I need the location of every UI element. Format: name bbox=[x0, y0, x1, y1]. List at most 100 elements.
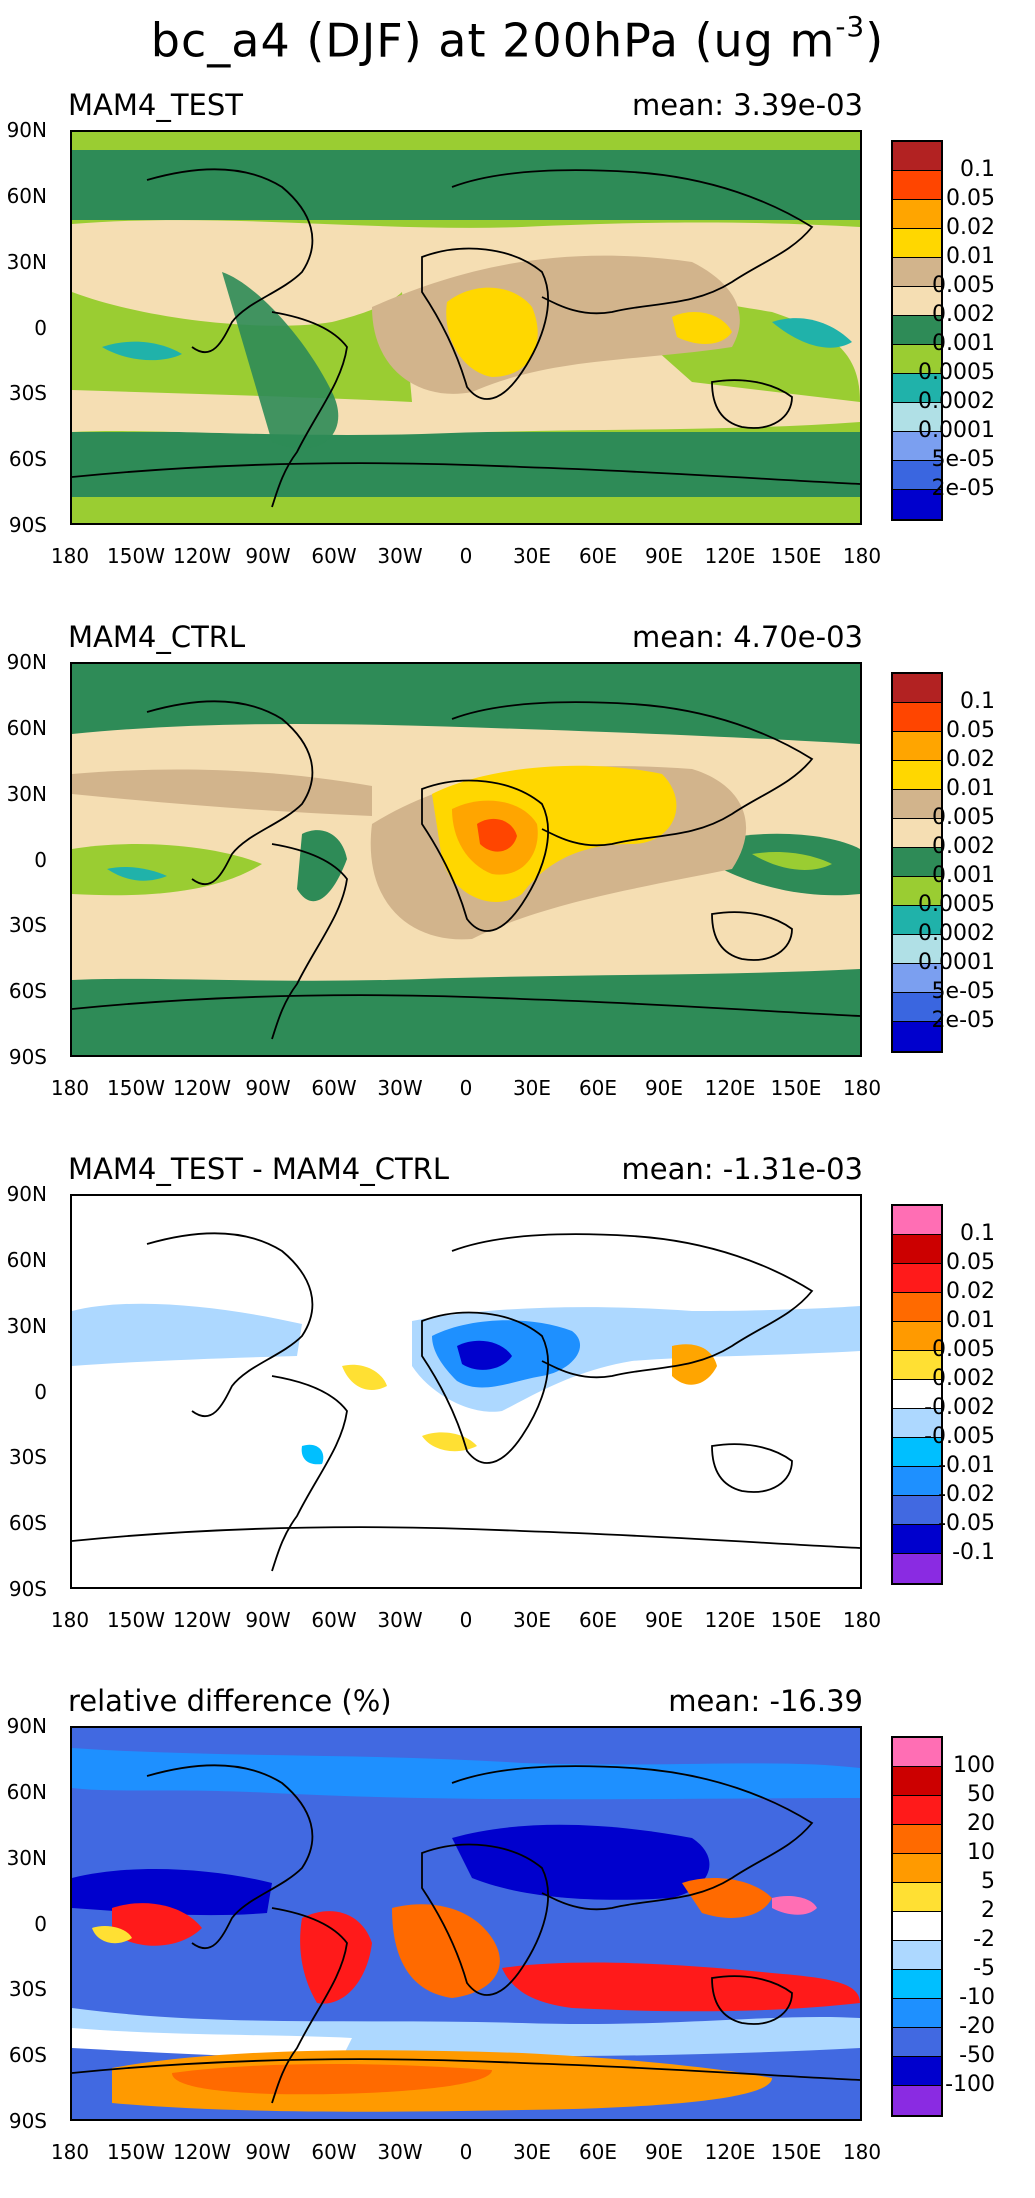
lon-tick-label: 150W bbox=[107, 1076, 165, 1100]
colorbar-label: 5 bbox=[981, 1869, 995, 1894]
colorbar-label: 20 bbox=[967, 1811, 995, 1836]
colorbar-label: 0.1 bbox=[960, 1221, 995, 1246]
figure-title: bc_a4 (DJF) at 200hPa (ug m-3) bbox=[150, 10, 885, 68]
lon-tick-label: 90W bbox=[245, 1076, 291, 1100]
lon-tick-label: 60W bbox=[311, 544, 357, 568]
colorbar-label: 0.0001 bbox=[918, 418, 995, 443]
lon-tick-label: 120E bbox=[704, 1608, 756, 1632]
panel-title: MAM4_TEST - MAM4_CTRL bbox=[68, 1152, 449, 1186]
colorbar-swatch bbox=[893, 403, 941, 432]
colorbar-swatch bbox=[893, 461, 941, 490]
colorbar-label: 0.001 bbox=[932, 863, 995, 888]
colorbar-label: 5e-05 bbox=[931, 979, 995, 1004]
colorbar-swatch bbox=[893, 1409, 941, 1438]
colorbar-label: 0.01 bbox=[946, 1308, 995, 1333]
lon-tick-label: 90W bbox=[245, 544, 291, 568]
lon-tick-label: 0 bbox=[459, 544, 473, 568]
lat-tick-label: 90S bbox=[8, 2109, 47, 2133]
colorbar-swatch bbox=[893, 345, 941, 374]
colorbar-label: 0.005 bbox=[932, 805, 995, 830]
lon-tick-label: 30E bbox=[512, 2140, 552, 2164]
lat-tick-label: 90N bbox=[6, 650, 47, 674]
colorbar-label: 0.001 bbox=[932, 331, 995, 356]
colorbar-label: 0.1 bbox=[960, 157, 995, 182]
lon-tick-label: 0 bbox=[459, 2140, 473, 2164]
panel-ctrl: MAM4_CTRL mean: 4.70e-03 90 bbox=[0, 614, 1035, 1134]
colorbar-swatch bbox=[893, 848, 941, 877]
colorbar-label: 0.002 bbox=[932, 834, 995, 859]
colorbar-swatch bbox=[893, 1796, 941, 1825]
colorbar bbox=[891, 1204, 943, 1585]
colorbar bbox=[891, 140, 943, 521]
colorbar-swatch bbox=[893, 1380, 941, 1409]
colorbar-swatch bbox=[893, 964, 941, 993]
lat-tick-label: 60N bbox=[6, 1247, 47, 1272]
colorbar-label: 0.002 bbox=[932, 1366, 995, 1391]
colorbar-swatch bbox=[893, 1825, 941, 1854]
colorbar-label: 2 bbox=[981, 1898, 995, 1923]
lon-tick-label: 180 bbox=[50, 2140, 90, 2164]
colorbar-label: 2e-05 bbox=[931, 1008, 995, 1033]
colorbar-label: 0.05 bbox=[946, 186, 995, 211]
lat-tick-label: 30N bbox=[6, 781, 47, 806]
lon-tick-label: 180 bbox=[842, 2140, 882, 2164]
lat-tick-label: 90N bbox=[6, 1714, 47, 1738]
lon-tick-label: 60E bbox=[578, 1608, 618, 1632]
lon-tick-label: 90E bbox=[644, 1076, 684, 1100]
colorbar-label: 0.0002 bbox=[918, 389, 995, 414]
panel-title: MAM4_TEST bbox=[68, 88, 243, 122]
lon-tick-label: 120W bbox=[173, 1076, 231, 1100]
colorbar-swatch bbox=[893, 1912, 941, 1941]
lat-tick-label: 60N bbox=[6, 1779, 47, 1804]
colorbar-label: -0.05 bbox=[938, 1511, 995, 1536]
colorbar-swatch bbox=[893, 1022, 941, 1051]
lon-tick-label: 120W bbox=[173, 1608, 231, 1632]
lat-tick-label: 90S bbox=[8, 513, 47, 537]
colorbar-swatch bbox=[893, 1854, 941, 1883]
lon-tick-label: 30W bbox=[377, 1608, 423, 1632]
colorbar-label: -0.1 bbox=[952, 1540, 995, 1565]
colorbar-swatch bbox=[893, 935, 941, 964]
colorbar-label: 0.0005 bbox=[918, 360, 995, 385]
lon-tick-label: 120E bbox=[704, 2140, 756, 2164]
lat-tick-label: 90N bbox=[6, 118, 47, 142]
lon-tick-label: 180 bbox=[842, 1608, 882, 1632]
lon-tick-label: 30E bbox=[512, 544, 552, 568]
lon-tick-label: 60E bbox=[578, 2140, 618, 2164]
lat-tick-label: 0 bbox=[34, 847, 47, 872]
map-plot bbox=[70, 662, 862, 1057]
colorbar-label: -100 bbox=[945, 2072, 995, 2097]
lon-tick-label: 120W bbox=[173, 2140, 231, 2164]
colorbar-label: 0.0001 bbox=[918, 950, 995, 975]
lon-tick-label: 60E bbox=[578, 1076, 618, 1100]
colorbar-swatch bbox=[893, 432, 941, 461]
colorbar-label: 10 bbox=[967, 1840, 995, 1865]
colorbar-swatch bbox=[893, 1941, 941, 1970]
colorbar-swatch bbox=[893, 1235, 941, 1264]
colorbar-swatch bbox=[893, 258, 941, 287]
colorbar-label: 0.005 bbox=[932, 1337, 995, 1362]
colorbar-swatch bbox=[893, 1883, 941, 1912]
panel-mean: mean: 4.70e-03 bbox=[631, 620, 863, 654]
lon-tick-label: 150E bbox=[770, 1076, 822, 1100]
colorbar-swatch bbox=[893, 316, 941, 345]
lat-tick-label: 60S bbox=[8, 2043, 47, 2068]
panel-title: relative difference (%) bbox=[68, 1684, 392, 1718]
lat-tick-label: 60N bbox=[6, 715, 47, 740]
colorbar-label: 0.05 bbox=[946, 1250, 995, 1275]
lon-tick-label: 120E bbox=[704, 544, 756, 568]
colorbar-swatch bbox=[893, 171, 941, 200]
lon-tick-label: 90W bbox=[245, 2140, 291, 2164]
lon-tick-label: 180 bbox=[842, 1076, 882, 1100]
lon-tick-label: 60W bbox=[311, 1076, 357, 1100]
panel-test: MAM4_TEST mean: 3.39e-03 90 bbox=[0, 82, 1035, 602]
panel-mean: mean: -16.39 bbox=[668, 1684, 863, 1718]
colorbar-label: 0.01 bbox=[946, 776, 995, 801]
colorbar-label: -10 bbox=[959, 1985, 995, 2010]
lat-tick-label: 90N bbox=[6, 1182, 47, 1206]
lon-tick-label: 60W bbox=[311, 1608, 357, 1632]
panel-title: MAM4_CTRL bbox=[68, 620, 246, 654]
colorbar-swatch bbox=[893, 2028, 941, 2057]
lon-tick-label: 120W bbox=[173, 544, 231, 568]
colorbar-label: 0.02 bbox=[946, 1279, 995, 1304]
